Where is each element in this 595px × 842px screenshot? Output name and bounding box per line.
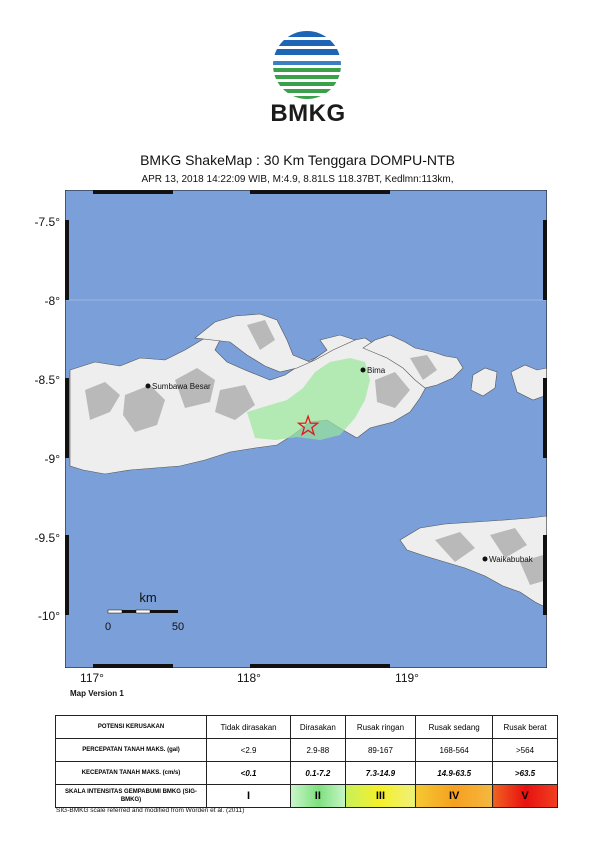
legend-row: KECEPATAN TANAH MAKS. (cm/s) <0.1 0.1-7.… [55,761,558,785]
logo-text: BMKG [270,100,346,127]
sape-island [470,367,498,397]
scale-max: 50 [172,621,184,633]
legend-cell: Rusak berat [492,715,558,739]
legend-row: SKALA INTENSITAS GEMPABUMI BMKG (SIG-BMK… [55,784,558,808]
legend-cell: II [290,784,346,808]
legend-cell: I [205,784,292,808]
lon-label: 118° [237,671,261,685]
map-title: BMKG ShakeMap : 30 Km Tenggara DOMPU-NTB [140,152,455,168]
place-label: Bima [367,366,386,375]
scale-bar: km 0 50 [105,590,184,633]
legend-cell: III [344,784,417,808]
map-subtitle: APR 13, 2018 14:22:09 WIB, M:4.9, 8.81LS… [141,174,454,185]
legend-row-label: POTENSI KERUSAKAN [55,715,207,739]
bmkg-logo-icon [273,31,341,99]
lat-label: -9° [44,452,60,466]
legend-footnote: SIG-BMKG scale referred and modified fro… [56,807,245,814]
legend-cell: Rusak sedang [415,715,494,739]
legend-row-label: SKALA INTENSITAS GEMPABUMI BMKG (SIG-BMK… [55,784,207,808]
legend-cell: IV [415,784,494,808]
place-label: Waikabubak [489,555,534,564]
sanggar-peninsula [194,313,356,373]
legend-cell: <0.1 [205,761,292,785]
legend-cell: Dirasakan [290,715,346,739]
lat-label: -10° [37,609,60,623]
map-frame [65,190,547,668]
intensity-ii-area [247,358,370,440]
legend-cell: 7.3-14.9 [344,761,417,785]
legend-cell: 168-564 [415,738,494,762]
place-label: Sumbawa Besar [152,382,211,391]
legend-cell: >63.5 [492,761,558,785]
legend-cell: 14.9-63.5 [415,761,494,785]
legend-cell: <2.9 [205,738,292,762]
legend-cell: Tidak dirasakan [205,715,292,739]
lat-label: -8° [44,294,60,308]
legend-cell: 2.9-88 [290,738,346,762]
place-marker-icon [145,383,151,389]
legend-cell: V [492,784,558,808]
komodo-island [510,364,547,401]
lon-label: 117° [80,671,104,685]
legend-row: POTENSI KERUSAKAN Tidak dirasakan Dirasa… [55,715,558,739]
place-marker-icon [360,367,366,373]
lon-label: 119° [395,671,419,685]
scale-unit: km [139,590,156,605]
legend-row: PERCEPATAN TANAH MAKS. (gal) <2.9 2.9-88… [55,738,558,762]
legend-row-label: KECEPATAN TANAH MAKS. (cm/s) [55,761,207,785]
legend-cell: 89-167 [344,738,417,762]
map-version: Map Version 1 [70,689,124,698]
intensity-legend: POTENSI KERUSAKAN Tidak dirasakan Dirasa… [55,715,558,808]
lat-label: -8.5° [34,373,60,387]
legend-cell: >564 [492,738,558,762]
place-marker-icon [482,556,488,562]
epicenter-star-icon [296,414,320,437]
legend-cell: Rusak ringan [344,715,417,739]
legend-cell: 0.1-7.2 [290,761,346,785]
legend-row-label: PERCEPATAN TANAH MAKS. (gal) [55,738,207,762]
lat-label: -7.5° [34,215,60,229]
shakemap: Sumbawa Besar Bima Waikabubak km 0 50 [65,190,547,668]
scale-min: 0 [105,621,111,633]
lat-label: -9.5° [34,531,60,545]
terrain-shading [85,320,547,585]
